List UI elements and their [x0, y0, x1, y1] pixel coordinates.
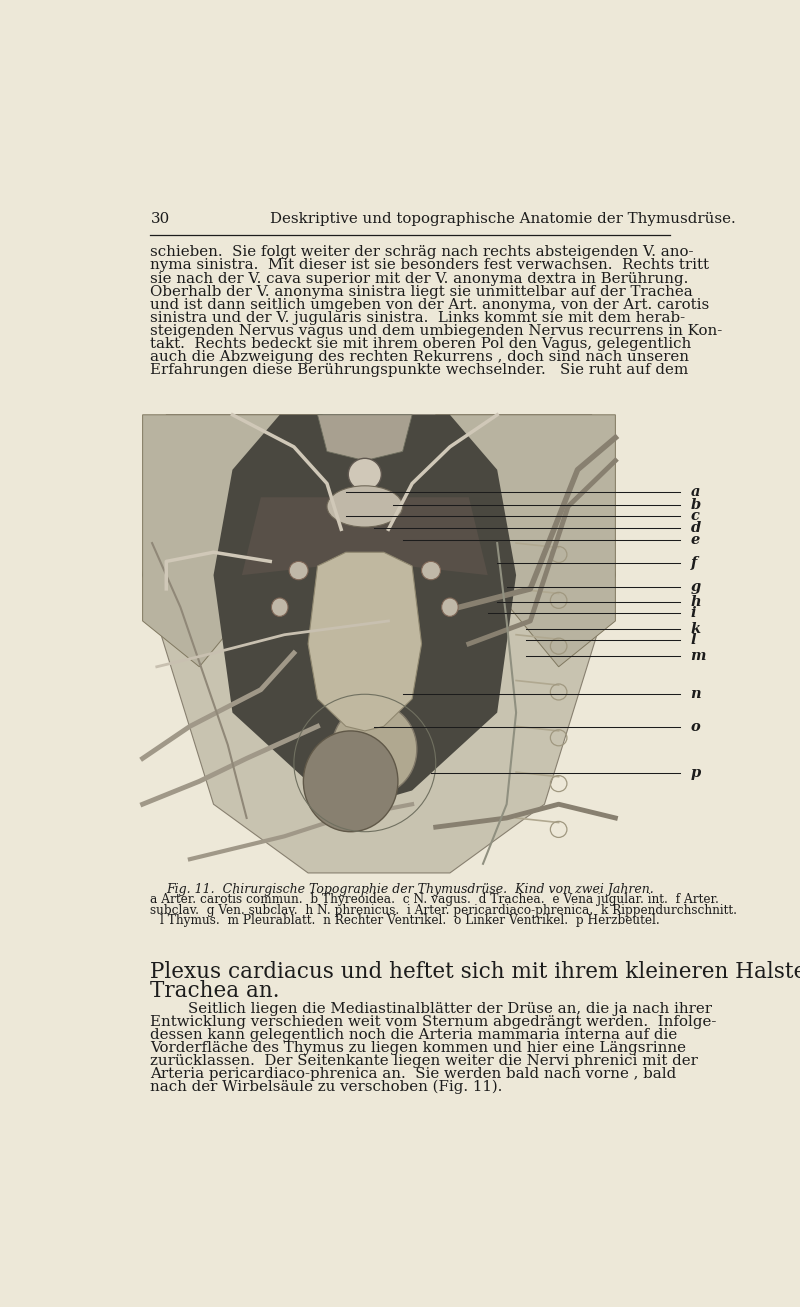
Text: nyma sinistra.  Mit dieser ist sie besonders fest verwachsen.  Rechts tritt: nyma sinistra. Mit dieser ist sie besond… [150, 259, 710, 272]
Text: Deskriptive und topographische Anatomie der Thymusdrüse.: Deskriptive und topographische Anatomie … [270, 212, 736, 226]
Text: Arteria pericardiaco-phrenica an.  Sie werden bald nach vorne , bald: Arteria pericardiaco-phrenica an. Sie we… [150, 1067, 677, 1081]
Text: i: i [690, 606, 696, 621]
Text: Erfahrungen diese Berührungspunkte wechselnder.   Sie ruht auf dem: Erfahrungen diese Berührungspunkte wechs… [150, 363, 689, 378]
Ellipse shape [422, 562, 441, 580]
Text: steigenden Nervus vagus und dem umbiegenden Nervus recurrens in Kon-: steigenden Nervus vagus und dem umbiegen… [150, 324, 722, 339]
Text: Oberhalb der V. anonyma sinistra liegt sie unmittelbar auf der Trachea: Oberhalb der V. anonyma sinistra liegt s… [150, 285, 693, 299]
Text: und ist dann seitlich umgeben von der Art. anonyma, von der Art. carotis: und ist dann seitlich umgeben von der Ar… [150, 298, 710, 312]
Ellipse shape [327, 486, 402, 527]
Text: auch die Abzweigung des rechten Rekurrens , doch sind nach unseren: auch die Abzweigung des rechten Rekurren… [150, 350, 690, 365]
Ellipse shape [289, 562, 308, 580]
Text: d: d [690, 521, 701, 535]
Ellipse shape [332, 703, 417, 795]
Text: takt.  Rechts bedeckt sie mit ihrem oberen Pol den Vagus, gelegentlich: takt. Rechts bedeckt sie mit ihrem obere… [150, 337, 692, 352]
Text: a: a [690, 485, 700, 499]
Ellipse shape [442, 599, 458, 617]
Ellipse shape [348, 459, 382, 490]
Text: nach der Wirbelsäule zu verschoben (Fig. 11).: nach der Wirbelsäule zu verschoben (Fig.… [150, 1080, 502, 1094]
Text: Vorderfläche des Thymus zu liegen kommen und hier eine Längsrinne: Vorderfläche des Thymus zu liegen kommen… [150, 1040, 686, 1055]
Text: n: n [690, 687, 701, 702]
Text: f: f [690, 555, 697, 570]
Polygon shape [142, 414, 615, 873]
Text: b: b [690, 498, 701, 512]
Ellipse shape [303, 731, 398, 831]
Text: m: m [690, 648, 706, 663]
Text: Trachea an.: Trachea an. [150, 980, 280, 1002]
Text: p: p [690, 766, 701, 780]
Polygon shape [318, 414, 412, 460]
Text: h: h [690, 595, 701, 609]
Text: Plexus cardiacus und heftet sich mit ihrem kleineren Halsteil an die: Plexus cardiacus und heftet sich mit ihr… [150, 962, 800, 983]
Ellipse shape [271, 599, 288, 617]
Text: k: k [690, 622, 701, 635]
Text: e: e [690, 532, 700, 546]
Text: l Thymus.  m Pleurablatt.  n Rechter Ventrikel.  o Linker Ventrikel.  p Herzbeut: l Thymus. m Pleurablatt. n Rechter Ventr… [160, 914, 660, 927]
Text: g: g [690, 579, 701, 593]
Polygon shape [214, 414, 516, 804]
Text: zurücklassen.  Der Seitenkante liegen weiter die Nervi phrenici mit der: zurücklassen. Der Seitenkante liegen wei… [150, 1053, 698, 1068]
Text: Entwicklung verschieden weit vom Sternum abgedrängt werden.  Infolge-: Entwicklung verschieden weit vom Sternum… [150, 1014, 717, 1029]
Text: c: c [690, 510, 699, 523]
Polygon shape [436, 414, 615, 667]
Text: sinistra und der V. jugularis sinistra.  Links kommt sie mit dem herab-: sinistra und der V. jugularis sinistra. … [150, 311, 686, 325]
Text: a Arter. carotis commun.  b Thyreoidea.  c N. vagus.  d Trachea.  e Vena jugular: a Arter. carotis commun. b Thyreoidea. c… [150, 894, 719, 906]
Polygon shape [142, 414, 322, 667]
Text: subclav.  g Ven. subclav.  h N. phrenicus.  i Arter. pericardiaco-phrenica.  k R: subclav. g Ven. subclav. h N. phrenicus.… [150, 903, 738, 916]
Text: dessen kann gelegentlich noch die Arteria mammaria interna auf die: dessen kann gelegentlich noch die Arteri… [150, 1027, 678, 1042]
Polygon shape [242, 497, 488, 575]
Text: Seitlich liegen die Mediastinalblätter der Drüse an, die ja nach ihrer: Seitlich liegen die Mediastinalblätter d… [150, 1001, 712, 1016]
Text: sie nach der V. cava superior mit der V. anonyma dextra in Berührung.: sie nach der V. cava superior mit der V.… [150, 272, 689, 285]
Text: o: o [690, 720, 700, 733]
Text: l: l [690, 634, 696, 647]
Text: 30: 30 [150, 212, 170, 226]
Text: schieben.  Sie folgt weiter der schräg nach rechts absteigenden V. ano-: schieben. Sie folgt weiter der schräg na… [150, 246, 694, 259]
Text: Fig. 11.  Chirurgische Topographie der Thymusdrüse.  Kind von zwei Jahren.: Fig. 11. Chirurgische Topographie der Th… [166, 884, 654, 897]
Polygon shape [308, 553, 422, 731]
